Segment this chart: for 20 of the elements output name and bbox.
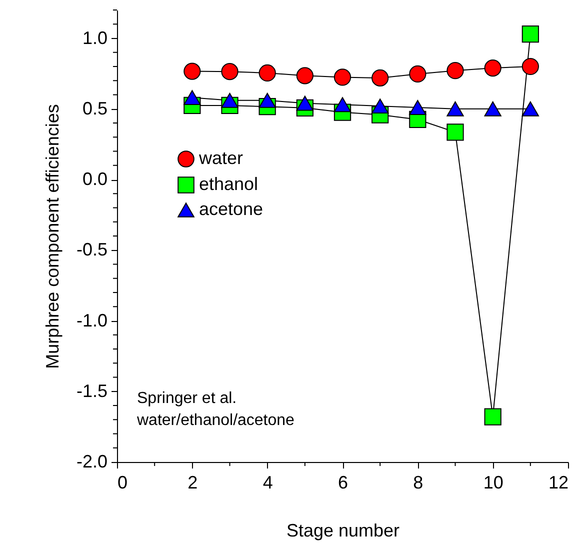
x-tick-label: 12: [548, 472, 568, 492]
legend-label: acetone: [199, 199, 264, 219]
x-tick-label: 0: [118, 472, 128, 492]
annotation: Springer et al. water/ethanol/acetone: [136, 390, 295, 429]
y-tick-label: 0.0: [82, 169, 108, 189]
y-tick-label: -0.5: [76, 240, 108, 260]
y-tick-label: 0.5: [82, 98, 108, 118]
x-tick-label: 10: [483, 472, 504, 492]
x-tick-label: 6: [338, 472, 348, 492]
legend-label: water: [198, 148, 244, 168]
x-tick-label: 8: [413, 472, 424, 492]
x-tick-label: 2: [188, 472, 198, 492]
y-tick-label: -1.0: [76, 310, 108, 330]
y-tick-label: 1.0: [82, 28, 108, 48]
x-axis-title: Stage number: [286, 520, 400, 540]
legend-label: ethanol: [199, 174, 258, 194]
y-tick-label: -1.5: [76, 380, 108, 401]
y-tick-label: -2.0: [76, 452, 108, 472]
y-axis-title: Murphree component efficiencies: [42, 104, 62, 369]
x-tick-label: 4: [262, 472, 273, 492]
